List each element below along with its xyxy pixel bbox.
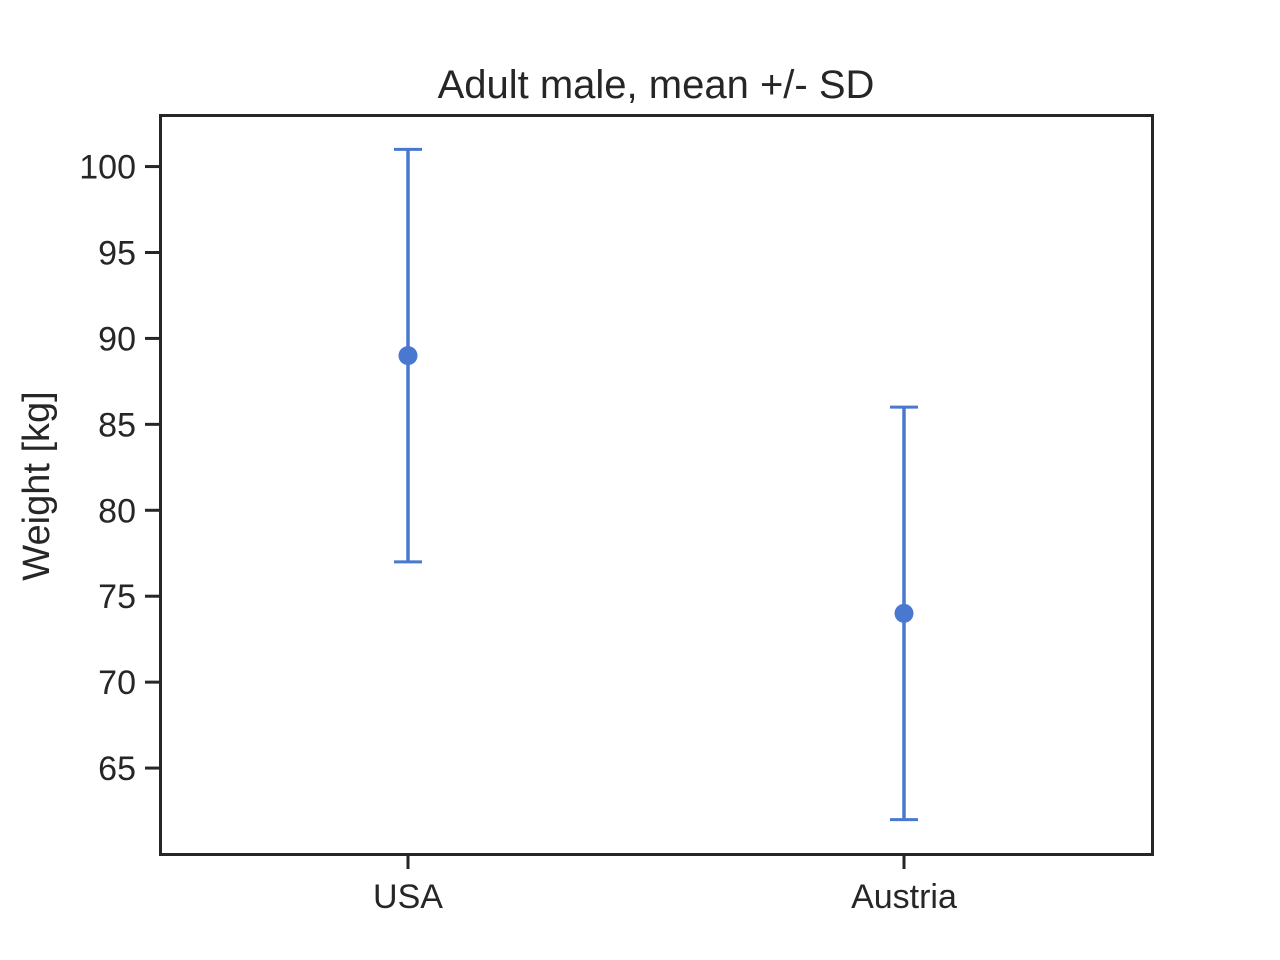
y-tick-label: 80 xyxy=(98,492,136,530)
x-tick-label: USA xyxy=(373,878,443,916)
y-tick-label: 65 xyxy=(98,750,136,788)
y-tick-label: 75 xyxy=(98,578,136,616)
y-tick-label: 90 xyxy=(98,320,136,358)
y-axis-label: Weight [kg] xyxy=(16,391,58,580)
y-axis: 65 70 75 80 85 90 95 100 xyxy=(79,149,160,788)
y-tick-label: 70 xyxy=(98,664,136,702)
mean-point xyxy=(398,346,418,366)
x-axis: USA Austria xyxy=(373,854,957,916)
y-tick-label: 100 xyxy=(79,149,136,187)
mean-point xyxy=(894,603,914,623)
y-tick-label: 85 xyxy=(98,406,136,444)
plot-marks xyxy=(394,147,918,822)
y-tick-label: 95 xyxy=(98,234,136,272)
plot-frame xyxy=(159,114,1154,856)
chart-title: Adult male, mean +/- SD xyxy=(438,63,875,107)
x-tick-label: Austria xyxy=(851,878,957,916)
